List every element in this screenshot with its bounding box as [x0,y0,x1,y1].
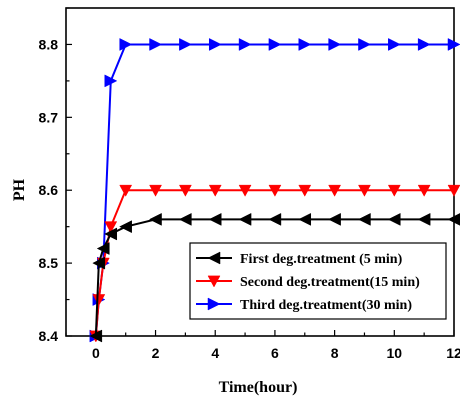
legend-box [189,242,447,320]
x-tick-label: 12 [446,345,460,361]
data-point [328,212,341,226]
data-point [238,212,252,226]
y-tick-label: 8.6 [39,182,59,198]
legend-label: First deg.treatment (5 min) [240,252,403,267]
data-point [208,38,222,51]
data-point [104,74,118,88]
data-point [387,184,401,197]
data-point [298,38,312,51]
data-point [238,184,252,197]
legend-swatch-marker [207,275,221,288]
legend-item: First deg.treatment (5 min) [196,251,403,267]
data-point [148,212,162,226]
legend-swatch-marker [207,297,221,311]
data-point [119,38,133,51]
data-point [179,38,192,51]
plot-frame [65,7,455,337]
legend-item: Third deg.treatment(30 min) [196,297,412,313]
data-point [298,184,312,197]
data-point [358,38,372,51]
data-point [268,184,282,197]
x-tick-label: 6 [271,345,279,361]
y-tick-label: 8.7 [39,109,59,125]
data-point [417,184,431,197]
data-point [268,38,282,51]
series-line [94,218,454,337]
y-tick-label: 8.8 [39,36,59,52]
x-tick-label: 10 [387,345,403,361]
data-point [268,212,282,226]
series-line [94,43,454,337]
data-point [447,213,460,226]
data-point [178,212,192,226]
data-point [417,38,431,51]
x-tick-label: 8 [331,345,339,361]
data-point [178,184,192,197]
data-point [96,242,110,255]
y-tick-label: 8.4 [39,328,59,344]
data-point [208,212,222,226]
legend-swatch-marker [207,251,221,265]
x-axis-title: Time(hour) [219,379,298,396]
data-point [387,212,401,226]
x-tick-label: 4 [211,345,219,361]
data-point [208,184,222,197]
data-point [238,38,252,51]
legend-label: Third deg.treatment(30 min) [240,298,412,313]
data-point [447,184,460,197]
data-point [149,38,163,51]
series-1 [89,212,460,343]
data-point [119,184,133,197]
data-point [328,38,342,51]
data-point [119,220,132,234]
data-point [447,38,460,51]
data-point [298,212,312,226]
legend-item: Second deg.treatment(15 min) [196,275,420,290]
data-point [358,184,371,197]
data-point [104,221,118,234]
x-tick-label: 2 [152,345,160,361]
data-point [92,256,106,270]
data-point [104,227,118,241]
data-point [328,184,342,197]
data-point [417,212,431,226]
legend-label: Second deg.treatment(15 min) [240,275,420,290]
data-point [357,212,371,226]
data-point [92,294,106,307]
y-axis-title: PH [11,178,28,201]
data-point [149,184,162,197]
data-point [89,329,103,343]
legend: First deg.treatment (5 min) Second deg.tr… [189,242,447,320]
data-point [388,38,401,51]
y-tick-label: 8.5 [39,255,59,271]
x-tick-label: 0 [92,345,100,361]
